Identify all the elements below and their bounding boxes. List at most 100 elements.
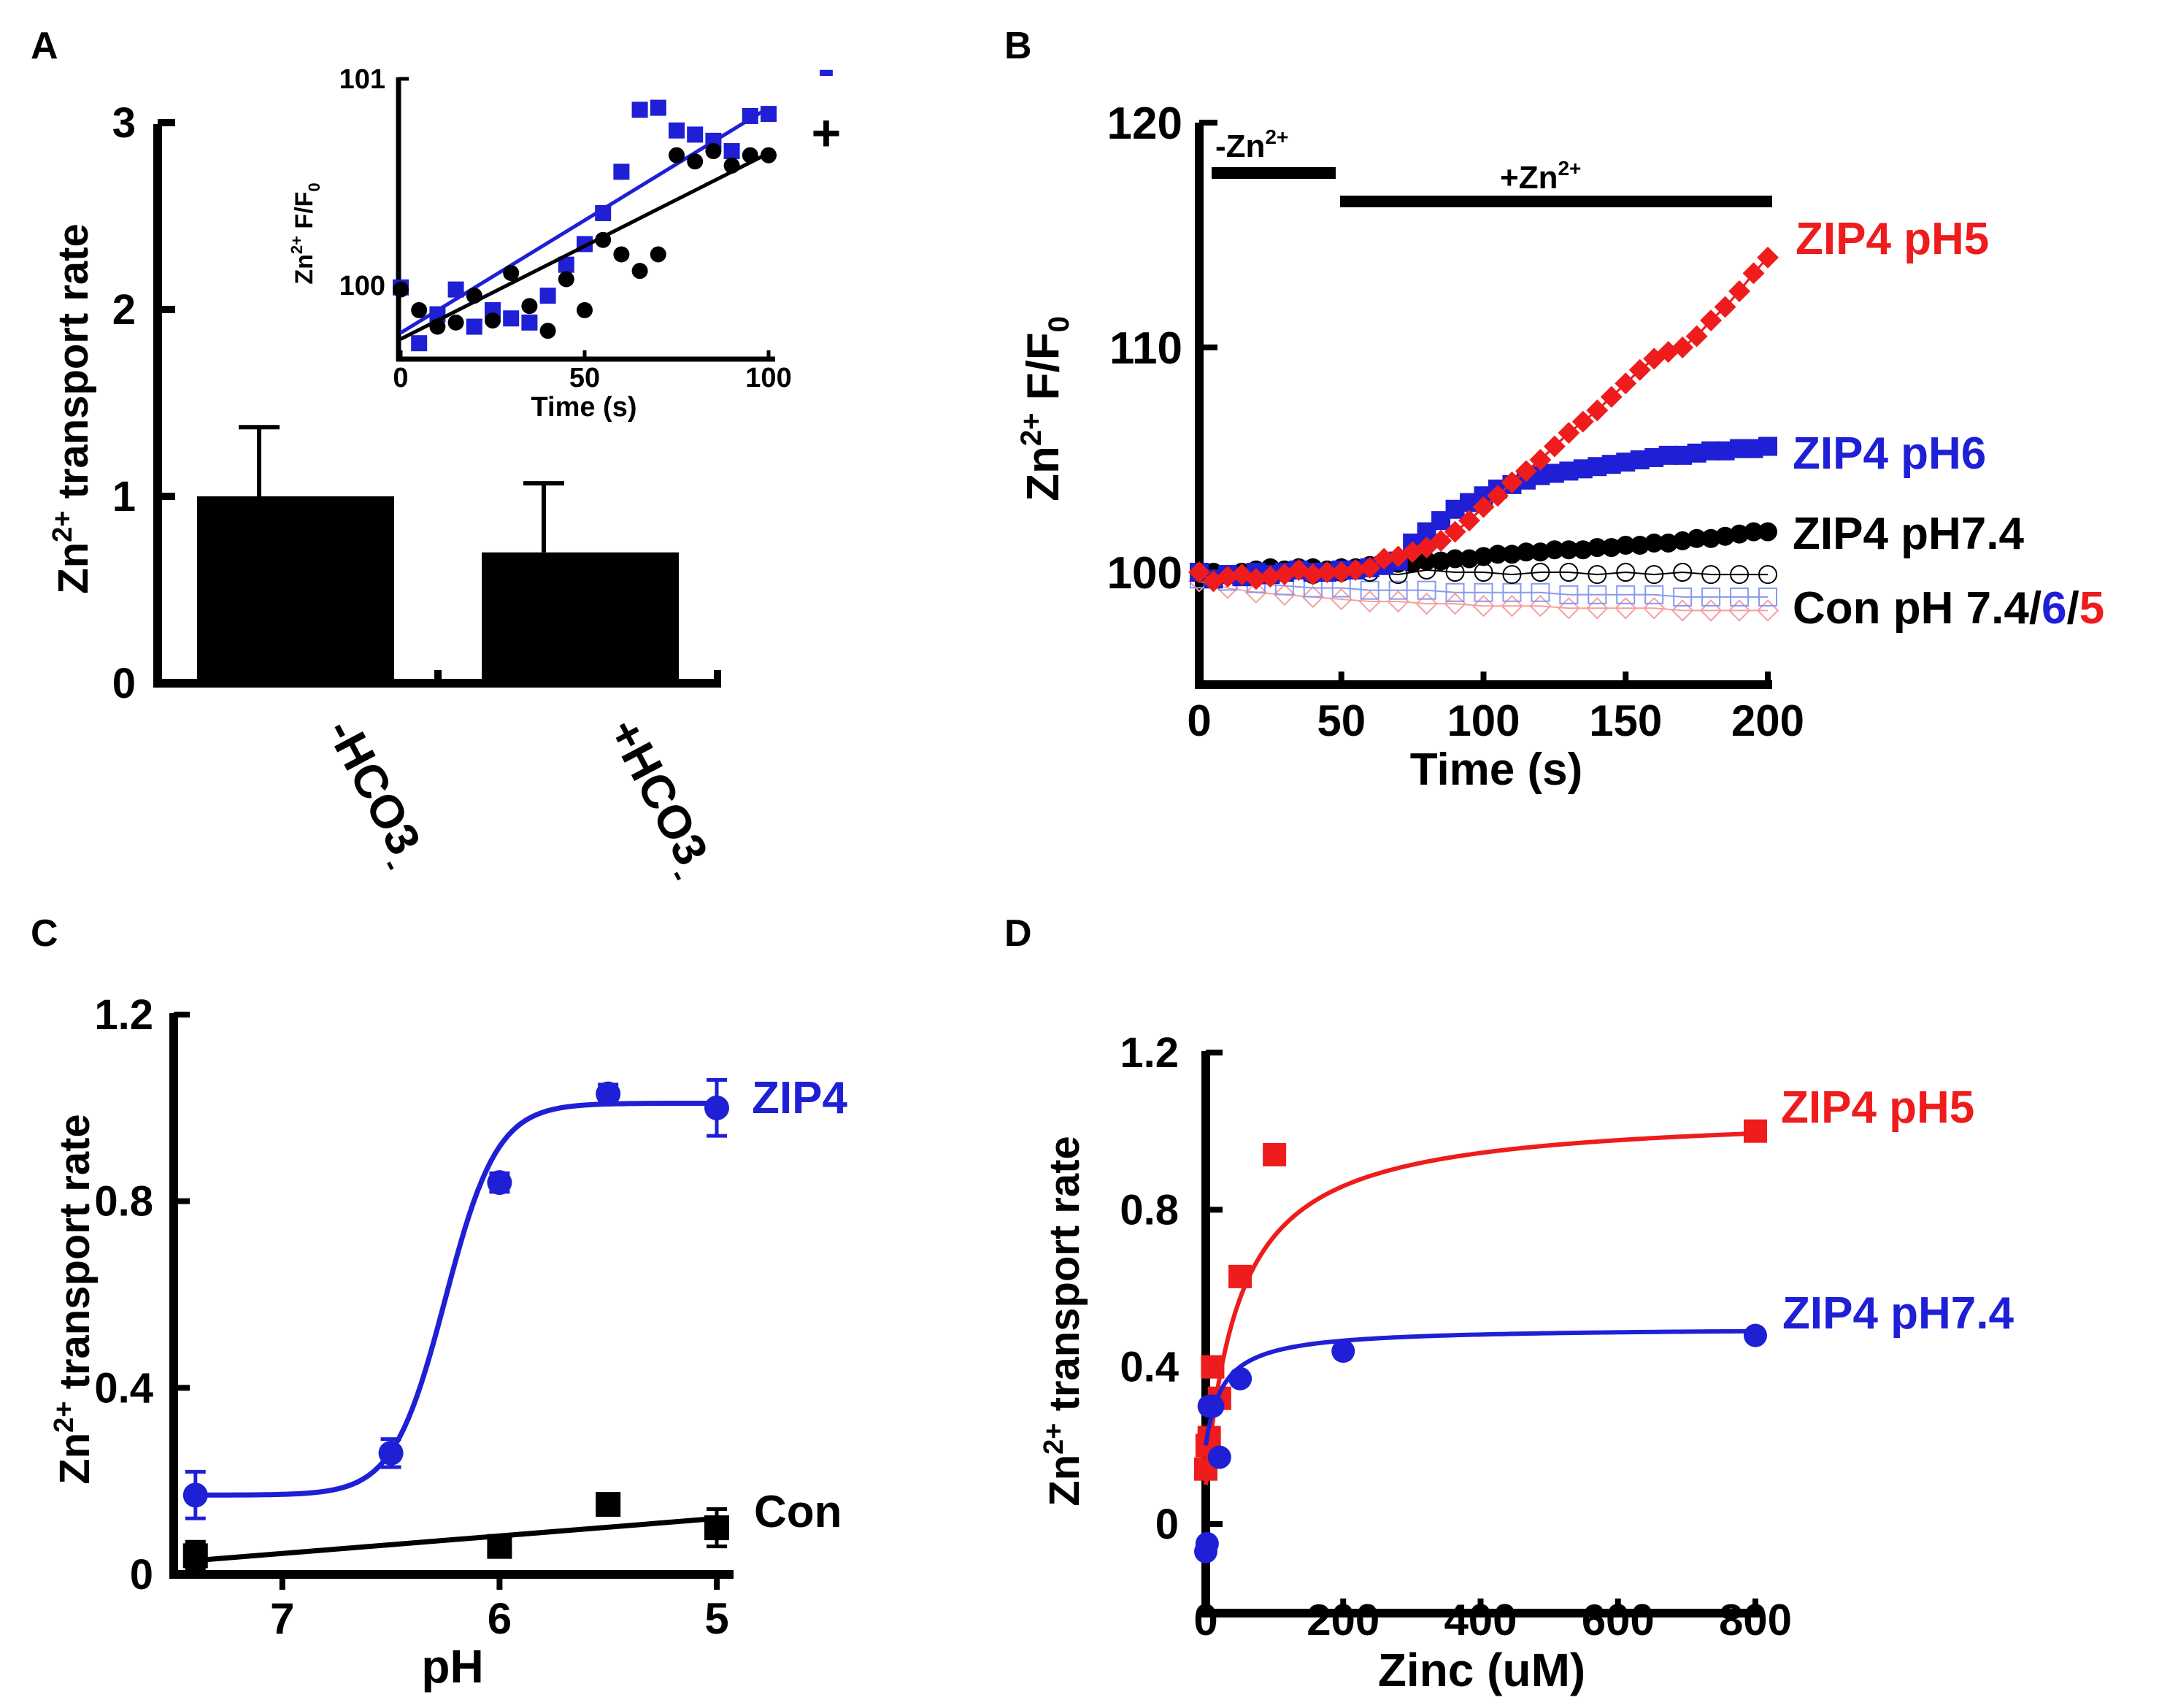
panel-c-x-tick-label: 5 <box>704 1594 728 1643</box>
series-point <box>1701 565 1721 585</box>
panel-a: A Zn2+ transport rate 0 1 2 3 -HCO3- +HCO3-… <box>31 25 841 888</box>
series-point <box>1671 599 1694 622</box>
label-con: Con <box>754 1487 842 1537</box>
panel-c-x-tick-label: 7 <box>270 1594 294 1643</box>
series-point <box>1742 262 1765 285</box>
minus-zinc-label: -Zn2+ <box>1215 126 1288 164</box>
series-point <box>1586 597 1609 620</box>
inset-point <box>521 314 538 331</box>
series-point <box>1344 558 1367 581</box>
series-point <box>1273 563 1296 586</box>
series-point <box>1444 520 1466 543</box>
series-point <box>1715 526 1735 546</box>
panel-b-y-axis-title: Zn2+ F/F0 <box>1015 316 1075 501</box>
inset-point <box>723 157 740 174</box>
panel-a-y-tick-label: 3 <box>112 99 136 147</box>
series-point <box>1673 563 1693 582</box>
panel-b-letter: B <box>1004 25 1032 67</box>
panel-d-x-tick-label: 800 <box>1719 1596 1792 1644</box>
inset-point <box>631 263 648 280</box>
series-point <box>1458 509 1480 532</box>
inset-point <box>539 323 556 339</box>
panel-b-x-tick-label: 100 <box>1447 696 1520 745</box>
panel-d-y-tick-label: 0.8 <box>1120 1186 1179 1234</box>
series-point <box>1644 565 1664 585</box>
data-point <box>704 1095 729 1120</box>
series-point <box>1644 533 1664 553</box>
inset-point <box>669 147 685 164</box>
series-point <box>1673 587 1693 607</box>
series-point <box>1744 522 1763 542</box>
panel-a-y-axis-title: Zn2+ transport rate <box>47 223 97 593</box>
data-point <box>1263 1142 1287 1166</box>
label-zip4: ZIP4 <box>752 1073 847 1123</box>
series-point <box>1531 563 1550 582</box>
series-point <box>1244 568 1267 591</box>
panel-a-y-tick-label: 1 <box>112 473 136 520</box>
panel-c-y-tick-label: 0 <box>130 1551 153 1599</box>
data-point <box>1201 1355 1225 1379</box>
series-point <box>1330 588 1352 611</box>
inset-ticks: 0 50 100 100 101 <box>339 64 792 393</box>
inset-point <box>669 122 685 139</box>
inset-point <box>393 281 409 298</box>
panel-a-letter: A <box>31 25 58 67</box>
panel-d-y-axis-title: Zn2+ transport rate <box>1039 1136 1088 1506</box>
series-point <box>1558 597 1580 620</box>
data-point <box>596 1081 621 1107</box>
data-point <box>1744 1323 1767 1347</box>
inset-point <box>466 288 482 304</box>
inset-point <box>447 281 464 298</box>
data-point <box>1228 1264 1252 1288</box>
series-point <box>1301 563 1324 586</box>
panel-d: D Zn2+ transport rate Zinc (uM) 0 200 400 6… <box>1004 912 2015 1696</box>
series-point <box>1658 533 1678 553</box>
panel-b-y-tick-label: 110 <box>1109 323 1182 374</box>
series-point <box>1757 246 1779 269</box>
series-point <box>1758 565 1777 585</box>
panel-b-y-tick-label: 100 <box>1107 548 1182 599</box>
inset-y-tick-label: 100 <box>339 271 385 301</box>
series-point <box>1516 542 1536 562</box>
series-point <box>1217 566 1239 588</box>
series-point <box>1586 399 1609 422</box>
bar <box>482 552 679 683</box>
series-point <box>1202 570 1225 593</box>
panel-a-y-ticks: 0 1 2 3 <box>112 99 175 707</box>
panel-b-plot <box>1188 246 1779 622</box>
data-point <box>1228 1366 1252 1390</box>
series-point <box>1415 536 1438 559</box>
panel-b-x-tick-label: 200 <box>1731 696 1804 745</box>
series-point <box>1559 540 1579 560</box>
series-point <box>1488 545 1507 564</box>
data-point <box>1207 1445 1231 1469</box>
inset-point <box>650 246 666 263</box>
series-point <box>1259 566 1282 588</box>
inset-point <box>466 318 482 335</box>
legend-con: Con pH 7.4/6/5 <box>1793 583 2104 634</box>
panel-d-x-tick-label: 0 <box>1193 1596 1217 1644</box>
series-point <box>1571 410 1594 433</box>
series-point <box>1358 590 1381 613</box>
inset-point <box>650 99 666 116</box>
inset-point <box>595 204 612 221</box>
series-point <box>1301 585 1325 609</box>
inset-point <box>429 318 446 335</box>
con-fit-line <box>195 1515 717 1563</box>
series-point <box>1531 542 1550 562</box>
panel-c-plot <box>182 1077 729 1572</box>
series-point <box>1231 563 1253 586</box>
series-point <box>1474 582 1493 602</box>
series-point <box>1730 587 1750 607</box>
series-point <box>1730 565 1750 585</box>
legend-zip4-ph6: ZIP4 pH6 <box>1793 428 1986 479</box>
series-point <box>1642 597 1666 620</box>
data-point <box>487 1534 512 1559</box>
inset-point <box>761 106 777 123</box>
panel-a-category-label: +HCO3- <box>588 710 723 888</box>
inset-plot <box>393 99 777 352</box>
series-point <box>1616 536 1636 555</box>
series-point <box>1671 336 1694 358</box>
inset-point <box>521 298 538 315</box>
